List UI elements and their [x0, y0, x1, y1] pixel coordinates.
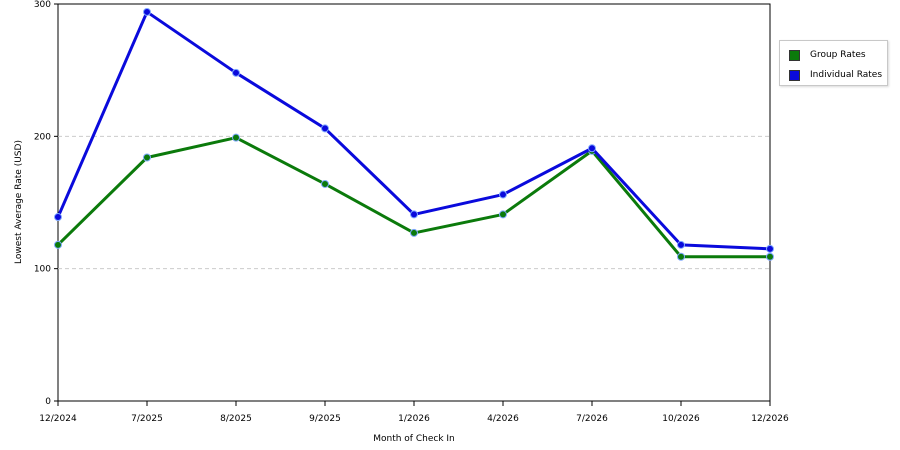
y-tick-label: 300 — [34, 0, 51, 10]
x-tick-label: 9/2025 — [309, 414, 341, 424]
legend-label-individual-rates: Individual Rates — [810, 70, 883, 80]
y-axis-title: Lowest Average Rate (USD) — [14, 140, 24, 264]
data-point-group-rates — [143, 153, 151, 162]
data-point-individual-rates — [588, 144, 596, 153]
data-point-group-rates — [54, 240, 62, 249]
data-point-individual-rates — [677, 240, 685, 249]
data-point-individual-rates — [410, 210, 418, 219]
data-point-individual-rates — [232, 68, 240, 77]
y-tick-label: 100 — [34, 265, 51, 275]
data-point-individual-rates — [54, 213, 62, 222]
x-tick-label: 4/2026 — [487, 414, 519, 424]
data-point-individual-rates — [321, 124, 329, 133]
axis-ticks: 0 100 200 300 12/2024 7/2025 8/2025 9/2025 1/202… — [34, 0, 789, 424]
x-axis-title: Month of Check In — [373, 434, 455, 444]
legend-item-group-rates: Group Rates — [789, 48, 866, 62]
x-tick-label: 10/2026 — [662, 414, 700, 424]
data-point-group-rates — [499, 210, 507, 219]
data-point-group-rates — [232, 133, 240, 142]
data-point-group-rates — [677, 252, 685, 261]
x-tick-label: 8/2025 — [220, 414, 252, 424]
x-tick-label: 12/2026 — [751, 414, 789, 424]
legend-item-individual-rates: Individual Rates — [789, 68, 882, 82]
x-tick-label: 7/2025 — [131, 414, 163, 424]
series-lines — [54, 7, 774, 261]
data-point-individual-rates — [766, 244, 774, 253]
chart-legend: Group Rates Individual Rates — [779, 40, 888, 86]
legend-swatch-individual-rates — [789, 69, 800, 81]
y-tick-label: 200 — [34, 132, 51, 142]
legend-swatch-group-rates — [789, 49, 800, 61]
plot-area — [57, 3, 771, 402]
legend-label-group-rates: Group Rates — [810, 50, 866, 60]
y-tick-label: 0 — [45, 397, 51, 407]
x-tick-label: 12/2024 — [39, 414, 77, 424]
data-point-group-rates — [410, 228, 418, 237]
data-point-group-rates — [321, 179, 329, 188]
data-point-group-rates — [766, 252, 774, 261]
data-point-individual-rates — [143, 7, 151, 16]
x-tick-label: 1/2026 — [398, 414, 430, 424]
x-tick-label: 7/2026 — [576, 414, 608, 424]
data-point-individual-rates — [499, 190, 507, 199]
